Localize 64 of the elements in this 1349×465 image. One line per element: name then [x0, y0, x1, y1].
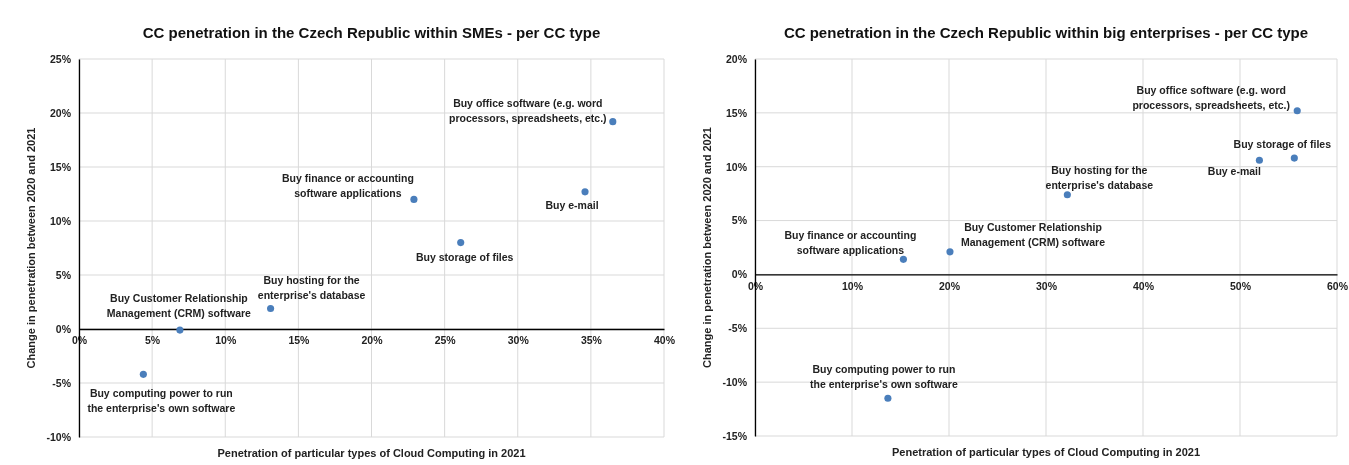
chart-title: CC penetration in the Czech Republic within big enterprises - per CC type: [783, 24, 1309, 41]
y-tick-label: 15%: [49, 160, 72, 173]
x-axis-title: Penetration of particular types of Cloud Computing in 2021: [217, 447, 526, 459]
annotation: Buy Customer Relationship Management (CRM) software: [106, 292, 252, 320]
y-tick-label: 20%: [49, 106, 72, 119]
annotation: Buy storage of files: [1233, 138, 1332, 151]
point: [899, 255, 907, 263]
annotation: Buy hosting for the enterprise's database: [1045, 163, 1154, 191]
point: [884, 394, 892, 402]
x-tick-label: 5%: [145, 334, 161, 347]
y-axis-title: Change in penetration between 2020 and 2021: [25, 127, 37, 369]
y-tick-label: 20%: [725, 52, 748, 65]
y-tick-label: -5%: [728, 322, 748, 335]
x-axis-title: Penetration of particular types of Cloud Computing in 2021: [891, 446, 1201, 458]
x-tick-label: 15%: [288, 334, 311, 347]
y-tick-label: 25%: [49, 52, 72, 65]
annotation: Buy Customer Relationship Management (CRM) software: [960, 220, 1106, 248]
x-tick-label: 50%: [1229, 279, 1252, 292]
point: [581, 188, 589, 196]
annotation: Buy computing power to run the enterprise's own software: [87, 387, 236, 415]
point: [457, 239, 465, 247]
point: [609, 118, 617, 126]
x-tick-label: 60%: [1326, 279, 1349, 292]
y-axis-title: Change in penetration between 2020 and 2021: [701, 127, 713, 368]
point: [176, 326, 184, 334]
annotation: Buy finance or accounting software applications: [784, 229, 917, 257]
point: [267, 304, 275, 313]
point: [1290, 154, 1298, 162]
y-tick-label: -10%: [46, 430, 72, 443]
point: [1063, 191, 1071, 199]
x-tick-label: 30%: [1035, 279, 1058, 292]
y-tick-label: 10%: [49, 214, 72, 227]
x-tick-label: 20%: [938, 279, 961, 292]
annotation: Buy e-mail: [545, 198, 599, 211]
y-tick-label: 5%: [731, 214, 748, 227]
y-tick-label: -15%: [722, 429, 748, 442]
x-tick-label: 20%: [361, 334, 384, 347]
x-tick-label: 40%: [1132, 279, 1155, 292]
annotation: Buy office software (e.g. word processors, spreadsheets, etc.): [1132, 83, 1291, 111]
point: [1293, 107, 1301, 115]
x-tick-label: 40%: [653, 334, 676, 347]
annotation: Buy storage of files: [415, 250, 514, 263]
point: [1255, 156, 1263, 164]
annotation: Buy hosting for the enterprise's database: [257, 274, 366, 302]
y-tick-label: -5%: [52, 376, 72, 389]
chart-title: CC penetration in the Czech Republic within SMEs - per CC type: [142, 24, 601, 41]
point: [946, 248, 954, 256]
y-tick-label: 5%: [55, 268, 72, 281]
annotation: Buy office software (e.g. word processors, spreadsheets, etc.): [449, 96, 607, 124]
point: [410, 195, 418, 203]
annotation: Buy computing power to run the enterprise's own software: [809, 363, 958, 391]
x-tick-label: 25%: [434, 334, 457, 347]
y-tick-label: 10%: [725, 160, 748, 173]
y-tick-label: 0%: [55, 322, 72, 335]
y-tick-label: 15%: [725, 106, 748, 119]
x-tick-label: 30%: [507, 334, 530, 347]
annotation: Buy e-mail: [1207, 165, 1262, 178]
x-tick-label: 10%: [841, 279, 864, 292]
point: [139, 370, 147, 378]
y-tick-label: -10%: [722, 376, 748, 388]
x-tick-label: 35%: [580, 334, 603, 347]
x-tick-label: 10%: [215, 334, 237, 347]
annotation: Buy finance or accounting software applications: [281, 172, 414, 200]
y-tick-label: 0%: [731, 268, 748, 281]
